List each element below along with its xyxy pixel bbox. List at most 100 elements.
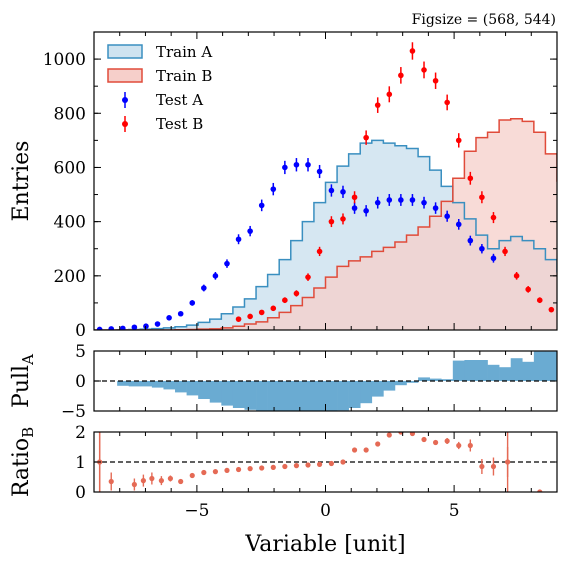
pull-ylabel-main: Pull — [9, 365, 34, 408]
y-tick-label: 400 — [54, 213, 86, 233]
ratio-point — [305, 462, 311, 468]
y-tick-label: 0 — [75, 483, 86, 503]
ratio-point — [149, 475, 155, 482]
y-tick-label: 1 — [75, 453, 86, 473]
pull-bar — [198, 381, 211, 399]
train-a-step — [94, 139, 557, 330]
ratio-point — [247, 466, 253, 472]
test-a-point — [398, 197, 404, 203]
pull-bar — [175, 381, 187, 393]
pull-bar — [128, 381, 141, 387]
pull-bar — [221, 381, 234, 406]
ratio-point — [398, 432, 404, 435]
y-tick-label: 800 — [54, 104, 86, 124]
ratio-ylabel: RatioB — [9, 427, 37, 497]
ratio-point — [108, 478, 114, 485]
pull-bar — [371, 381, 384, 397]
pull-bar — [267, 381, 280, 411]
legend-label: Train A — [156, 43, 212, 61]
y-tick-label: 200 — [54, 267, 86, 287]
ratio-point — [270, 464, 276, 470]
test-a-point — [143, 323, 149, 330]
test-b-point — [363, 134, 369, 141]
ratio-point — [444, 438, 450, 444]
ratio-point — [316, 461, 323, 467]
pull-bar — [140, 381, 153, 387]
test-a-point — [131, 324, 138, 330]
x-axis-label: Variable [unit] — [244, 532, 405, 557]
ratio-point — [167, 475, 173, 482]
pull-bar — [475, 360, 488, 381]
test-a-point — [490, 255, 497, 262]
test-b-point — [328, 218, 335, 225]
y-tick-label: 600 — [54, 158, 86, 178]
test-b-point — [467, 175, 474, 182]
ratio-ylabel-main: Ratio — [9, 438, 34, 497]
pull-bar — [510, 358, 523, 381]
test-a-point — [189, 300, 196, 306]
y-tick-label: 0 — [75, 372, 86, 392]
ratio-point — [490, 463, 497, 470]
pull-bar — [533, 351, 546, 381]
test-b-point — [351, 194, 358, 201]
y-tick-label: −5 — [61, 402, 86, 422]
pull-ylabel-sub: A — [19, 354, 37, 366]
ratio-point — [282, 463, 288, 470]
test-a-point — [154, 321, 161, 327]
test-a-point — [467, 237, 474, 244]
test-b-point — [421, 67, 427, 73]
pull-bar — [557, 353, 568, 381]
test-a-point — [409, 197, 416, 203]
legend: Train A Train B Test A Test B — [107, 43, 212, 133]
test-b-point — [374, 102, 381, 108]
test-b-point — [536, 297, 543, 304]
ratio-point — [158, 478, 164, 484]
main-histogram-panel: 0 200 400 600 800 1000 Entries — [9, 31, 558, 341]
ratio-point — [259, 465, 265, 471]
legend-swatch-train-a — [107, 44, 143, 59]
train-b-step — [94, 117, 557, 330]
pull-bar — [394, 381, 407, 386]
pull-bar — [545, 351, 557, 381]
pull-bar — [429, 378, 442, 381]
y-tick-label: 0 — [75, 321, 86, 341]
pull-bar — [441, 379, 454, 381]
test-b-point — [479, 194, 485, 201]
pull-bar — [487, 364, 500, 381]
test-a-point — [363, 208, 369, 214]
pull-bar — [464, 360, 477, 381]
pull-bar — [256, 381, 268, 411]
legend-label: Test B — [156, 115, 203, 133]
ratio-point — [421, 436, 427, 443]
test-b-point — [490, 214, 497, 221]
ratio-point — [432, 439, 439, 446]
pull-bar — [117, 381, 130, 386]
test-a-point — [351, 205, 358, 211]
ratio-point — [235, 466, 242, 473]
pull-ylabel: PullA — [9, 354, 37, 408]
test-b-point — [455, 137, 462, 144]
ratio-point — [189, 472, 195, 479]
pull-bar — [209, 381, 222, 403]
x-tick-label: −5 — [184, 501, 209, 521]
test-a-point — [340, 189, 346, 195]
legend-label: Test A — [156, 91, 203, 109]
pull-bar — [522, 361, 535, 381]
y-tick-label: 5 — [75, 342, 86, 362]
test-a-point — [328, 187, 335, 194]
test-b-point — [316, 248, 323, 255]
ratio-point — [363, 447, 369, 453]
ratio-point — [479, 463, 485, 470]
pull-plot-area — [117, 351, 568, 411]
ratio-point — [140, 478, 146, 484]
ratio-point — [178, 478, 184, 485]
ratio-point — [386, 432, 392, 438]
ratio-point — [409, 432, 416, 437]
pull-bar — [244, 381, 257, 410]
test-b-point — [270, 305, 277, 312]
test-b-point — [398, 72, 404, 79]
pull-bar — [151, 381, 164, 388]
test-b-point — [444, 99, 450, 106]
ratio-point — [293, 463, 300, 469]
